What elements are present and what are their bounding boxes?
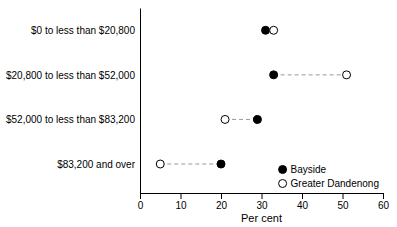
x-tick-mark	[383, 193, 384, 199]
x-tick-mark	[140, 193, 141, 199]
legend-item: Bayside	[279, 164, 327, 175]
legend-label: Greater Dandenong	[291, 178, 379, 189]
y-axis: $0 to less than $20,800 $20,800 to less t…	[6, 9, 141, 194]
x-tick: 0	[138, 193, 144, 211]
x-tick: 10	[175, 193, 187, 211]
legend-item: Greater Dandenong	[279, 178, 379, 189]
x-tick-mark	[343, 193, 344, 199]
legend-swatch	[279, 180, 287, 188]
connector	[160, 164, 221, 165]
point	[221, 115, 229, 123]
point	[270, 71, 278, 79]
y-tick: $83,200 and over	[57, 159, 136, 170]
x-tick-label: 20	[216, 200, 228, 211]
y-tick-label: $83,200 and over	[57, 159, 136, 170]
x-tick-label: 10	[175, 200, 187, 211]
x-axis: 0 10 20 30 40 50 60	[138, 193, 390, 211]
connector	[225, 119, 257, 120]
y-tick: $0 to less than $20,800	[31, 25, 135, 36]
x-tick-label: 30	[256, 200, 268, 211]
x-tick: 20	[216, 193, 228, 211]
x-tick-mark	[221, 193, 222, 199]
x-tick-mark	[262, 193, 263, 199]
y-axis-line	[140, 9, 141, 194]
x-tick-label: 0	[138, 200, 144, 211]
x-tick-label: 40	[297, 200, 309, 211]
connector	[274, 74, 347, 75]
x-tick-label: 60	[378, 200, 390, 211]
legend: Bayside Greater Dandenong	[279, 164, 379, 189]
x-tick: 30	[256, 193, 268, 211]
y-tick-label: $52,000 to less than $83,200	[6, 114, 135, 125]
y-tick-label: $20,800 to less than $52,000	[6, 70, 135, 81]
y-tick-label: $0 to less than $20,800	[31, 25, 135, 36]
point	[253, 115, 261, 123]
x-axis-line	[141, 194, 384, 200]
point	[270, 26, 278, 34]
chart: 0 10 20 30 40 50 60 Per cent $0 to less than $20…	[0, 0, 397, 227]
point	[343, 71, 351, 79]
marks	[156, 26, 350, 168]
x-tick-mark	[302, 193, 303, 199]
point	[217, 160, 225, 168]
legend-swatch	[279, 166, 287, 174]
legend-label: Bayside	[291, 164, 327, 175]
plot: 0 10 20 30 40 50 60 Per cent $0 to less than $20…	[6, 9, 389, 225]
x-tick: 50	[337, 193, 349, 211]
point	[156, 160, 164, 168]
y-tick: $52,000 to less than $83,200	[6, 114, 135, 125]
x-tick-mark	[181, 193, 182, 199]
x-axis-title: Per cent	[241, 212, 282, 224]
x-tick: 60	[378, 193, 390, 211]
x-tick-label: 50	[337, 200, 349, 211]
x-tick: 40	[297, 193, 309, 211]
y-tick: $20,800 to less than $52,000	[6, 70, 135, 81]
point	[262, 26, 270, 34]
